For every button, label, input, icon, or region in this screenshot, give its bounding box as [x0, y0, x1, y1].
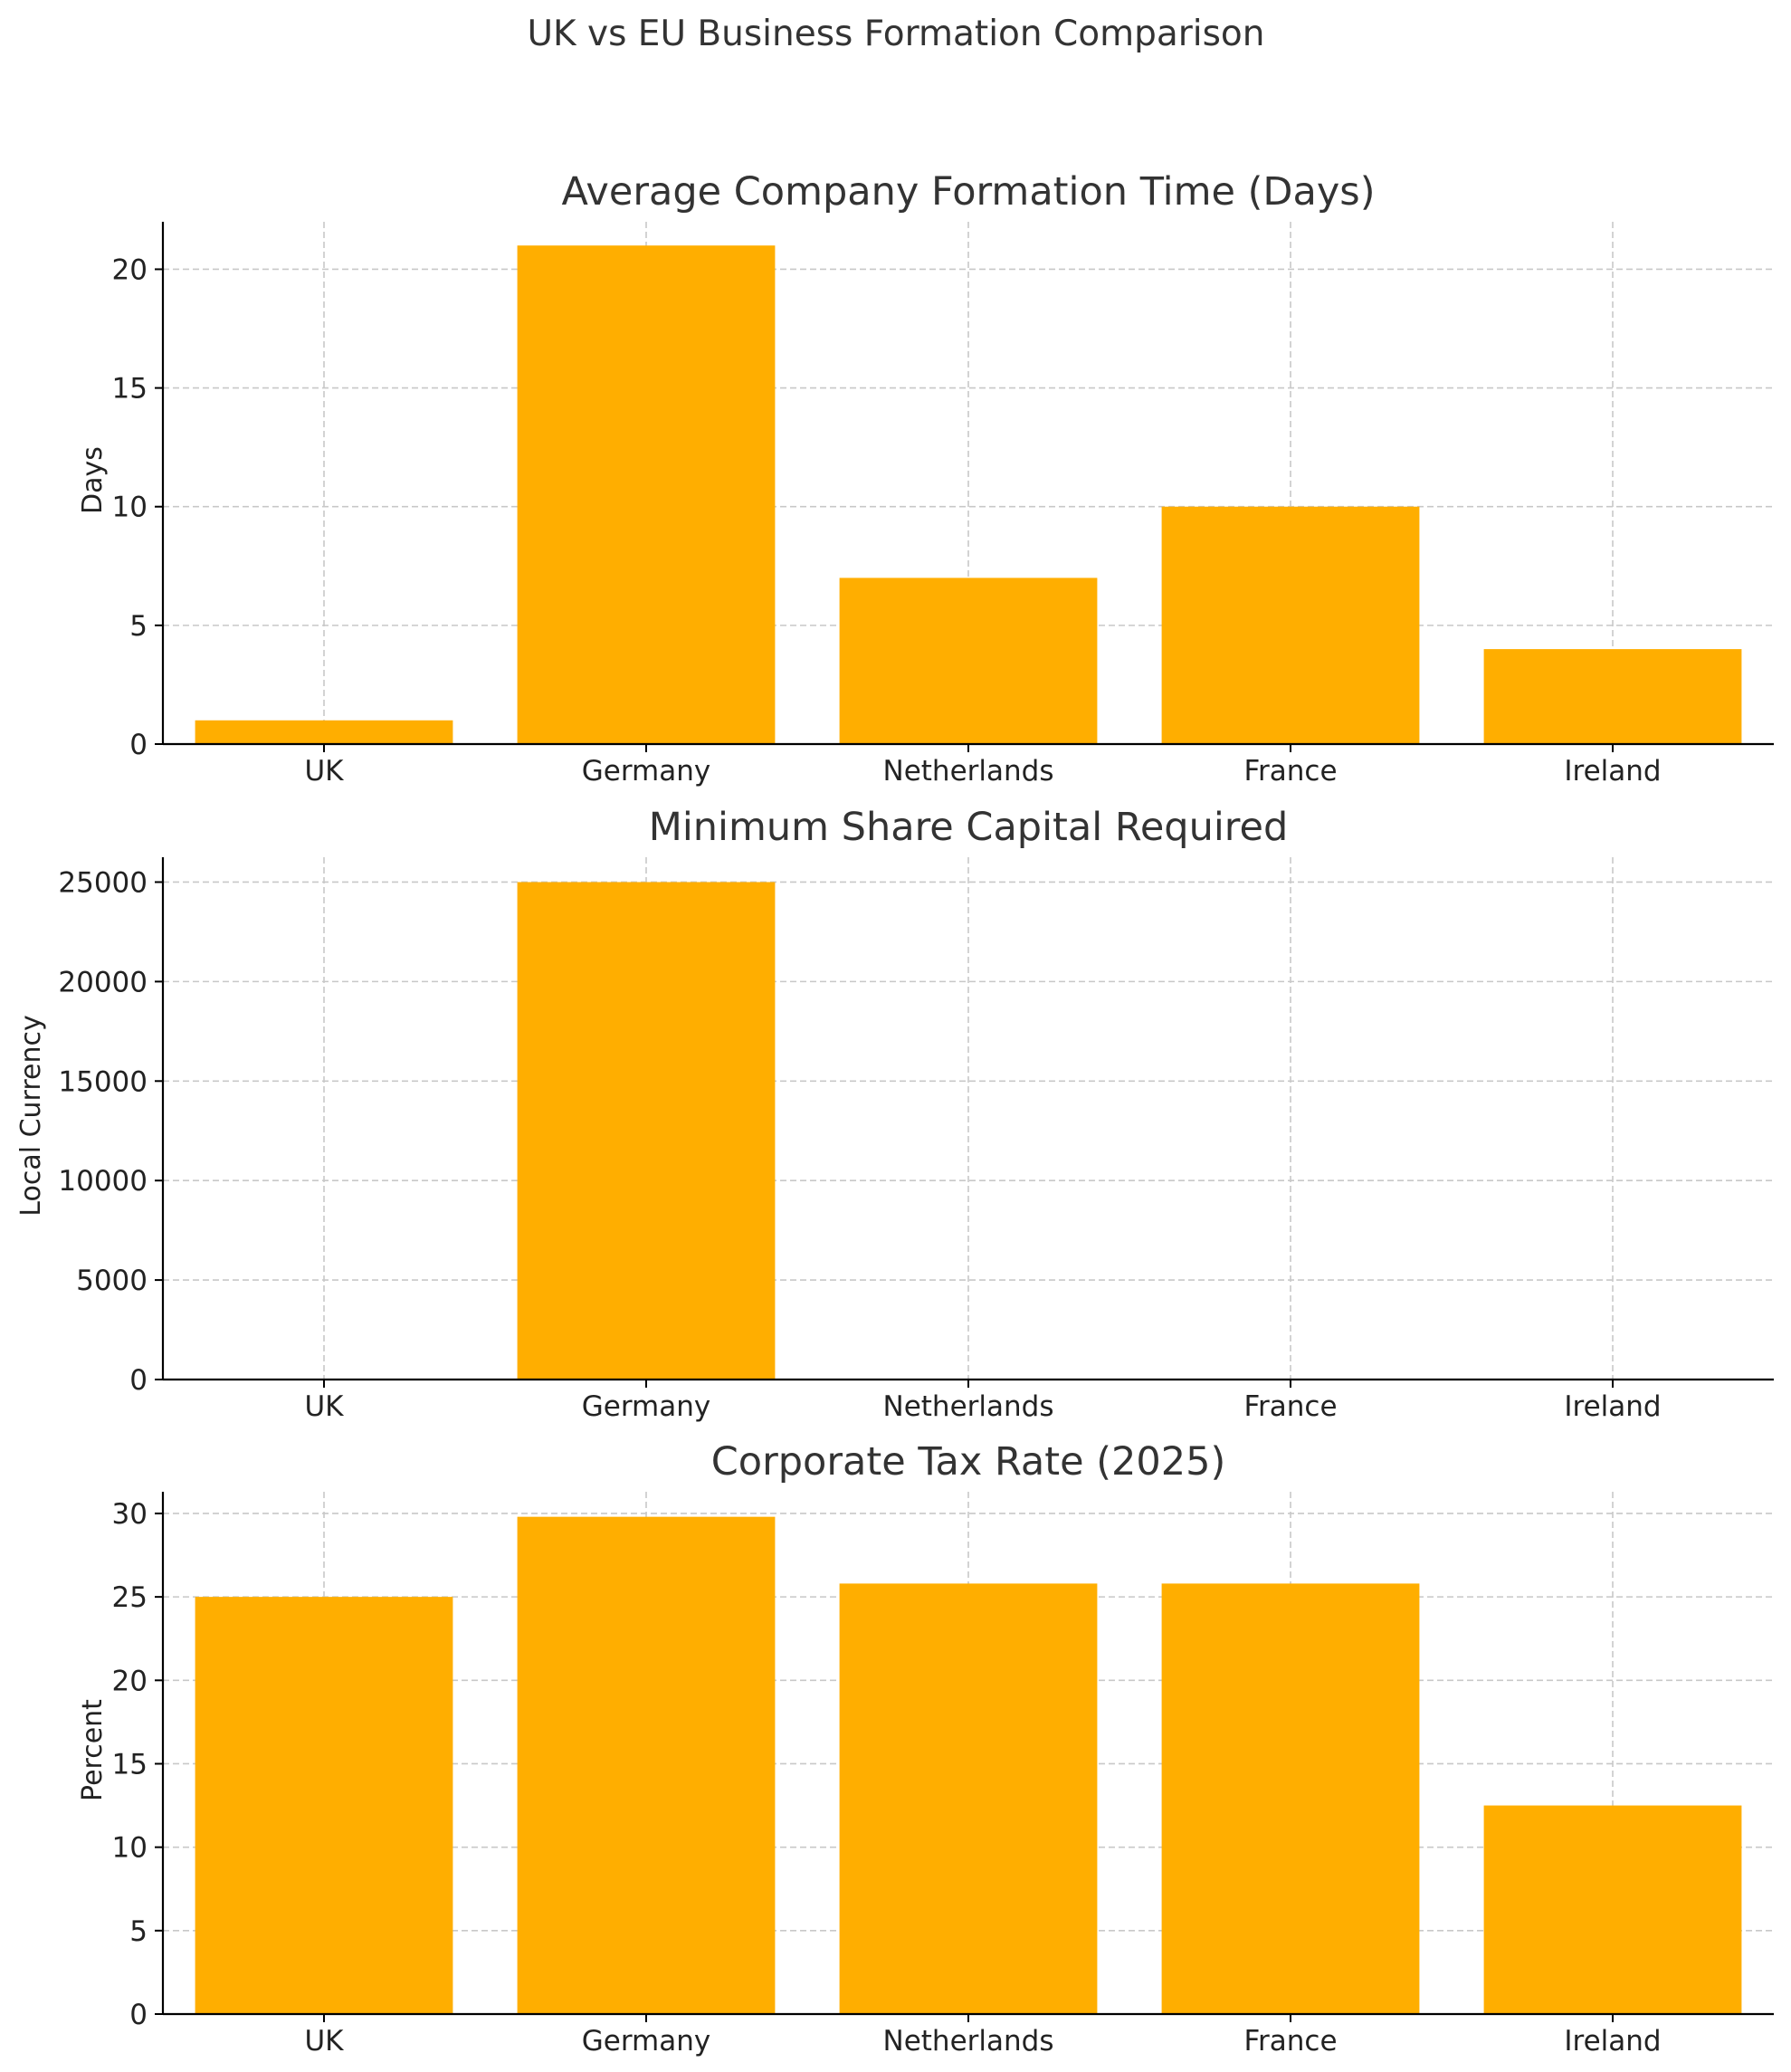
y-tick-label: 15	[112, 1748, 148, 1781]
y-tick-label: 0	[129, 1364, 148, 1397]
bar-netherlands	[839, 578, 1098, 744]
y-tick-label: 5	[129, 610, 148, 643]
y-tick-label: 15	[112, 373, 148, 406]
y-axis-label: Local Currency	[15, 1015, 47, 1216]
bar-france	[1161, 1583, 1420, 2014]
bar-germany	[517, 1516, 776, 2014]
y-tick-label: 10	[112, 1832, 148, 1865]
x-tick-label-uk: UK	[304, 2025, 344, 2058]
x-tick-label-ireland: Ireland	[1564, 2025, 1661, 2058]
chart-title: Corporate Tax Rate (2025)	[711, 1439, 1226, 1485]
y-axis-label: Days	[77, 446, 109, 514]
bar-netherlands	[839, 1583, 1098, 2014]
bar-uk	[195, 720, 453, 744]
x-tick-label-netherlands: Netherlands	[883, 2025, 1054, 2058]
y-axis-label: Percent	[77, 1699, 109, 1801]
bar-uk	[195, 1597, 453, 2014]
x-tick-label-ireland: Ireland	[1564, 755, 1661, 788]
y-tick-label: 20000	[58, 966, 148, 998]
chart-panel: 0 5 10 15 20 UK Germany Netherlands France Irelan…	[77, 169, 1774, 788]
y-tick-label: 5	[129, 1915, 148, 1948]
bar-germany	[517, 882, 776, 1380]
chart-title: Average Company Formation Time (Days)	[562, 169, 1376, 215]
bar-ireland	[1483, 649, 1742, 744]
x-tick-label-uk: UK	[304, 1390, 344, 1423]
y-tick-label: 10	[112, 492, 148, 524]
y-tick-label: 0	[129, 1999, 148, 2031]
x-tick-label-netherlands: Netherlands	[883, 1390, 1054, 1423]
y-tick-label: 0	[129, 729, 148, 761]
y-tick-label: 25	[112, 1581, 148, 1614]
x-tick-label-france: France	[1243, 755, 1337, 788]
x-tick-label-ireland: Ireland	[1564, 1390, 1661, 1423]
y-tick-label: 20	[112, 253, 148, 286]
x-tick-label-germany: Germany	[582, 755, 710, 788]
figure-title: UK vs EU Business Formation Comparison	[527, 14, 1264, 54]
chart-panel: 0 5 10 15 20 25 30 UK Germany Netherlands France Ir…	[77, 1439, 1774, 2058]
x-tick-label-france: France	[1243, 1390, 1337, 1423]
bar-germany	[517, 245, 776, 744]
x-tick-label-uk: UK	[304, 755, 344, 788]
y-tick-label: 15000	[58, 1065, 148, 1098]
y-tick-label: 20	[112, 1665, 148, 1697]
x-tick-label-germany: Germany	[582, 2025, 710, 2058]
y-tick-label: 30	[112, 1498, 148, 1531]
bar-ireland	[1483, 1805, 1742, 2014]
x-tick-label-netherlands: Netherlands	[883, 755, 1054, 788]
chart-panel: 0 5000 10000 15000 20000 25000 UK Germany Nether…	[15, 805, 1774, 1423]
y-tick-label: 5000	[76, 1265, 148, 1297]
x-tick-label-germany: Germany	[582, 1390, 710, 1423]
x-tick-label-france: France	[1243, 2025, 1337, 2058]
chart-panels: 0 5 10 15 20 UK Germany Netherlands France Irelan…	[15, 169, 1774, 2058]
y-tick-label: 10000	[58, 1165, 148, 1198]
chart-title: Minimum Share Capital Required	[649, 805, 1289, 850]
bar-france	[1161, 506, 1420, 744]
y-tick-label: 25000	[58, 866, 148, 899]
